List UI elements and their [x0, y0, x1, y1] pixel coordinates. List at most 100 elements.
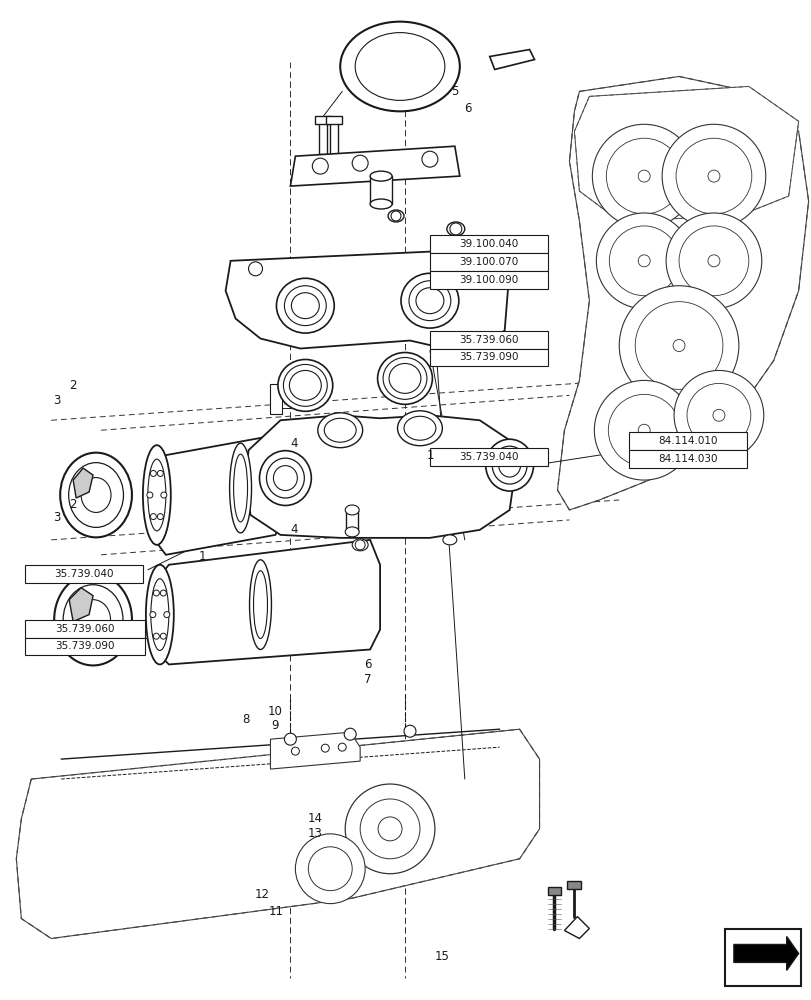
Circle shape — [147, 492, 152, 498]
Ellipse shape — [148, 459, 165, 531]
Ellipse shape — [266, 458, 304, 498]
Bar — [629, 432, 746, 450]
Ellipse shape — [370, 171, 392, 181]
Bar — [629, 450, 746, 468]
Circle shape — [321, 744, 328, 752]
Circle shape — [676, 138, 751, 214]
Text: 35.739.060: 35.739.060 — [55, 624, 114, 634]
Text: 3: 3 — [53, 394, 60, 407]
Ellipse shape — [276, 278, 334, 333]
Text: 9: 9 — [271, 719, 278, 732]
Text: 4: 4 — [290, 437, 298, 450]
Bar — [326, 116, 341, 124]
Circle shape — [595, 213, 691, 309]
Text: 14: 14 — [307, 812, 323, 825]
Circle shape — [592, 124, 695, 228]
Text: 84.114.030: 84.114.030 — [658, 454, 717, 464]
Ellipse shape — [415, 288, 444, 314]
Ellipse shape — [277, 359, 333, 411]
Ellipse shape — [345, 527, 358, 537]
Bar — [429, 331, 547, 349]
Polygon shape — [148, 435, 285, 555]
Text: 5: 5 — [450, 85, 457, 98]
Ellipse shape — [388, 363, 420, 393]
Ellipse shape — [458, 236, 472, 246]
Polygon shape — [270, 732, 360, 769]
Ellipse shape — [289, 370, 321, 400]
Circle shape — [422, 151, 437, 167]
Bar — [429, 271, 547, 289]
Text: 8: 8 — [242, 713, 249, 726]
Ellipse shape — [283, 364, 327, 406]
Ellipse shape — [442, 535, 457, 545]
Bar — [724, 929, 800, 986]
Text: 10: 10 — [267, 705, 282, 718]
Bar — [270, 384, 282, 414]
Polygon shape — [69, 588, 93, 622]
Text: 35.739.060: 35.739.060 — [458, 335, 518, 345]
Polygon shape — [564, 917, 589, 938]
Circle shape — [150, 514, 157, 520]
Bar — [319, 119, 327, 154]
Circle shape — [344, 728, 356, 740]
Ellipse shape — [230, 443, 251, 533]
Polygon shape — [225, 249, 509, 349]
Circle shape — [378, 817, 401, 841]
Circle shape — [345, 784, 435, 874]
Circle shape — [470, 252, 484, 266]
Text: 6: 6 — [463, 102, 470, 115]
Circle shape — [607, 394, 680, 466]
Circle shape — [707, 170, 719, 182]
Circle shape — [354, 540, 365, 550]
Text: 35.739.040: 35.739.040 — [458, 452, 518, 462]
Text: 13: 13 — [307, 827, 323, 840]
Text: 1: 1 — [198, 550, 205, 563]
Circle shape — [678, 226, 748, 296]
Ellipse shape — [146, 565, 174, 664]
Ellipse shape — [354, 33, 444, 100]
Circle shape — [637, 424, 650, 436]
Text: 2: 2 — [69, 498, 76, 511]
Ellipse shape — [75, 600, 110, 640]
Ellipse shape — [397, 411, 442, 446]
Circle shape — [153, 633, 159, 639]
Ellipse shape — [345, 505, 358, 515]
Ellipse shape — [60, 453, 131, 537]
Circle shape — [295, 834, 365, 904]
Ellipse shape — [340, 22, 459, 111]
Circle shape — [686, 383, 750, 447]
Text: 39.100.040: 39.100.040 — [458, 239, 517, 249]
Text: 11: 11 — [268, 905, 284, 918]
Circle shape — [634, 302, 722, 389]
Text: 35.739.090: 35.739.090 — [55, 641, 114, 651]
Ellipse shape — [81, 478, 111, 512]
Circle shape — [606, 138, 681, 214]
Circle shape — [312, 158, 328, 174]
Circle shape — [712, 409, 724, 421]
Polygon shape — [73, 468, 93, 498]
Ellipse shape — [260, 451, 311, 505]
Bar — [370, 176, 392, 204]
Ellipse shape — [151, 579, 169, 650]
Ellipse shape — [143, 445, 170, 545]
Polygon shape — [151, 540, 380, 664]
Circle shape — [284, 733, 296, 745]
Circle shape — [391, 211, 401, 221]
Text: 84.114.010: 84.114.010 — [658, 436, 717, 446]
Circle shape — [672, 340, 684, 352]
Ellipse shape — [370, 199, 392, 209]
Circle shape — [157, 514, 163, 520]
Circle shape — [637, 170, 650, 182]
Text: 3: 3 — [53, 511, 60, 524]
Polygon shape — [557, 76, 808, 510]
Circle shape — [594, 380, 693, 480]
Bar — [25, 620, 144, 638]
Circle shape — [161, 492, 166, 498]
Bar — [25, 565, 143, 583]
Text: 39.100.090: 39.100.090 — [458, 275, 517, 285]
Text: 12: 12 — [254, 888, 269, 901]
Ellipse shape — [491, 446, 526, 484]
Text: 1: 1 — [426, 449, 434, 462]
Circle shape — [673, 370, 763, 460]
Circle shape — [157, 470, 163, 476]
